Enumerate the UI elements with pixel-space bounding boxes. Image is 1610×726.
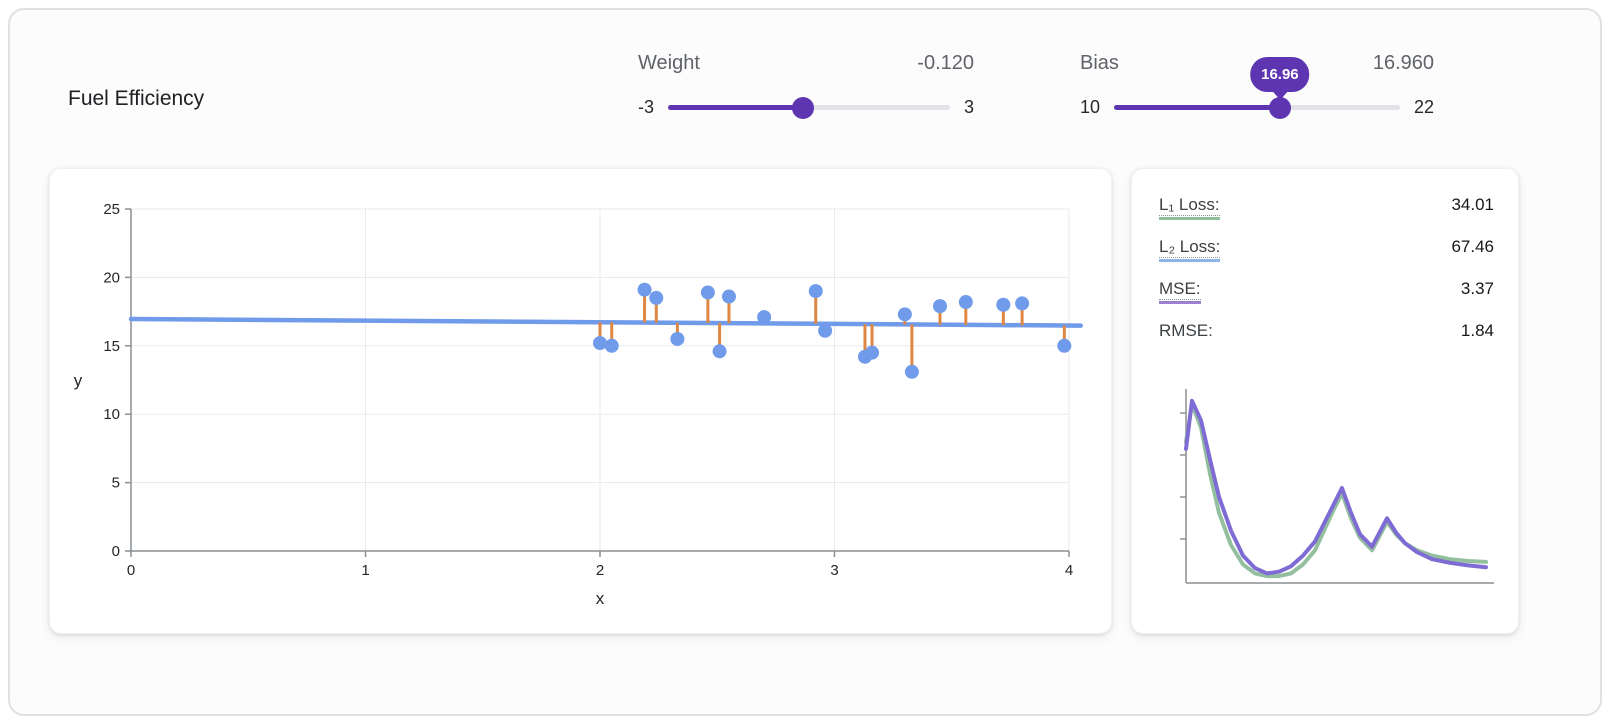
weight-slider-thumb[interactable] [792,96,815,119]
svg-text:0: 0 [112,543,120,560]
weight-control: Weight -0.120 -3 3 [638,52,974,119]
loss-row-l1: L₁ Loss: 34.01 [1159,195,1494,220]
bias-slider-fill [1114,105,1280,110]
weight-slider-fill [668,105,804,110]
weight-max-label: 3 [963,97,974,117]
l2-loss-label-text: L₂ Loss: [1159,237,1221,258]
weight-slider-row: -3 3 [638,96,974,119]
bias-value-tooltip: 16.96 [1250,56,1310,92]
weight-min-label: -3 [638,97,655,117]
mse-label[interactable]: MSE: [1159,279,1201,304]
bias-slider-row: 10 16.96 22 [1080,56,1434,119]
svg-text:20: 20 [103,269,120,286]
l1-loss-label[interactable]: L₁ Loss: [1159,195,1220,220]
svg-text:y: y [74,371,83,390]
rmse-label-text: RMSE: [1159,321,1213,340]
regression-chart-card: 0 5 10 15 20 25 0 1 2 3 4 y x [49,168,1112,634]
l1-loss-label-text: L₁ Loss: [1159,195,1220,216]
mse-value: 3.37 [1460,279,1494,298]
loss-row-l2: L₂ Loss: 67.46 [1159,237,1494,262]
weight-label: Weight [638,52,700,74]
bias-slider[interactable]: 16.96 [1114,56,1400,119]
svg-text:5: 5 [112,475,120,492]
l1-loss-value: 34.01 [1451,195,1494,214]
bias-header: Bias 16.960 [1080,52,1434,75]
bias-value: 16.960 [1372,52,1434,74]
loss-curve-chart [1180,389,1494,584]
rmse-value: 1.84 [1460,321,1494,340]
mse-label-text: MSE: [1159,279,1201,300]
loss-row-rmse: RMSE: 1.84 [1159,321,1494,346]
bias-label: Bias [1080,52,1119,74]
weight-value: -0.120 [917,52,974,74]
svg-text:1: 1 [361,562,369,579]
svg-text:25: 25 [103,201,120,218]
bias-max-label: 22 [1413,97,1434,117]
svg-text:2: 2 [596,562,604,579]
svg-text:x: x [596,589,605,608]
l2-loss-value: 67.46 [1451,237,1494,256]
l2-loss-label[interactable]: L₂ Loss: [1159,237,1221,262]
bias-control: Bias 16.960 10 16.96 22 [1080,52,1434,119]
regression-chart: 0 5 10 15 20 25 0 1 2 3 4 y x [74,201,1083,608]
bias-min-label: 10 [1080,97,1101,117]
loss-row-mse: MSE: 3.37 [1159,279,1494,304]
page-title: Fuel Efficiency [68,87,205,110]
svg-text:3: 3 [830,562,838,579]
bias-slider-thumb[interactable]: 16.96 [1250,56,1310,119]
loss-metrics: L₁ Loss: 34.01 L₂ Loss: 67.46 MSE: 3.37 … [1159,195,1494,363]
weight-slider[interactable] [668,96,950,119]
loss-panel: L₁ Loss: 34.01 L₂ Loss: 67.46 MSE: 3.37 … [1131,168,1519,634]
svg-text:4: 4 [1065,562,1073,579]
svg-text:15: 15 [103,338,120,355]
app-frame: Fuel Efficiency Weight -0.120 -3 3 Bias … [8,8,1602,716]
svg-text:10: 10 [103,406,120,423]
weight-header: Weight -0.120 [638,52,974,75]
svg-text:0: 0 [127,562,135,579]
rmse-label: RMSE: [1159,321,1213,346]
